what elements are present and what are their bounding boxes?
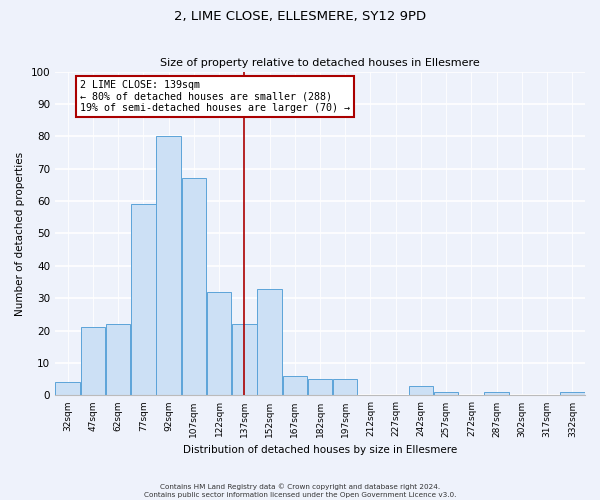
X-axis label: Distribution of detached houses by size in Ellesmere: Distribution of detached houses by size … (183, 445, 457, 455)
Bar (232, 324, 257, 396)
Bar (157, 136, 181, 396)
Bar (434, 392, 458, 396)
Bar (106, 324, 130, 396)
Bar (257, 288, 282, 396)
Bar (283, 376, 307, 396)
Y-axis label: Number of detached properties: Number of detached properties (15, 152, 25, 316)
Bar (131, 204, 155, 396)
Title: Size of property relative to detached houses in Ellesmere: Size of property relative to detached ho… (160, 58, 480, 68)
Text: 2 LIME CLOSE: 139sqm
← 80% of detached houses are smaller (288)
19% of semi-deta: 2 LIME CLOSE: 139sqm ← 80% of detached h… (80, 80, 350, 113)
Bar (55, 382, 80, 396)
Text: Contains HM Land Registry data © Crown copyright and database right 2024.
Contai: Contains HM Land Registry data © Crown c… (144, 484, 456, 498)
Bar (560, 392, 584, 396)
Bar (409, 386, 433, 396)
Bar (182, 178, 206, 396)
Bar (80, 328, 105, 396)
Bar (333, 379, 358, 396)
Bar (207, 292, 232, 396)
Text: 2, LIME CLOSE, ELLESMERE, SY12 9PD: 2, LIME CLOSE, ELLESMERE, SY12 9PD (174, 10, 426, 23)
Bar (484, 392, 509, 396)
Bar (308, 379, 332, 396)
